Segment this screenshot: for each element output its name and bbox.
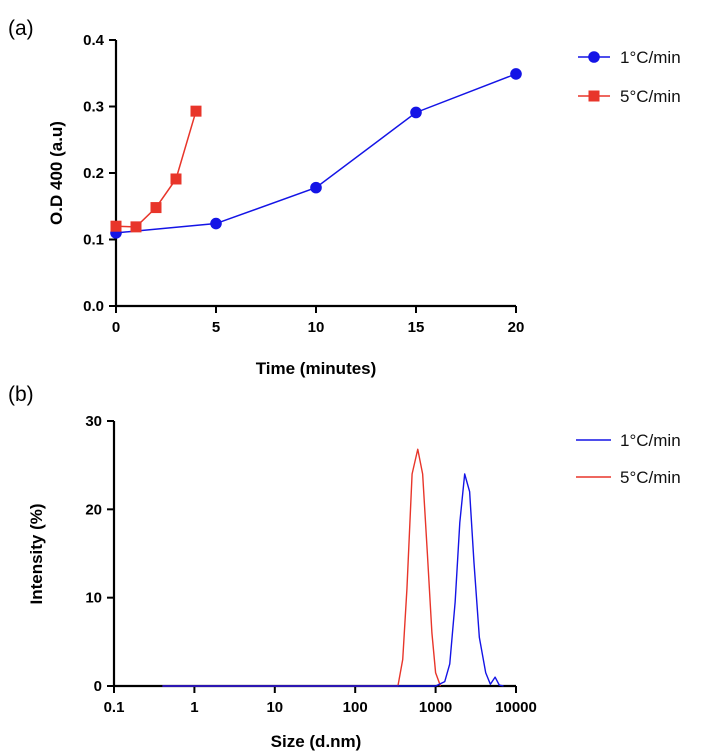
panel-b-x-tick-label: 0.1 bbox=[104, 699, 125, 716]
panel-b-y-tick-label: 0 bbox=[94, 678, 102, 695]
panel-b-series-5c-line bbox=[162, 448, 442, 687]
panel-b: (b) 0.1 1 10 100 1000 10000 0 10 20 30 Size (d.nm… bbox=[8, 383, 681, 751]
panel-b-x-axis-title: Size (d.nm) bbox=[271, 732, 362, 751]
panel-a-legend: 1°C/min 5°C/min bbox=[578, 48, 681, 106]
panel-a-x-tick-label: 20 bbox=[508, 319, 525, 336]
panel-a-y-axis-title: O.D 400 (a.u) bbox=[47, 121, 66, 225]
panel-a-series-1c-point bbox=[510, 68, 522, 80]
panel-a-series-5c-point bbox=[150, 202, 162, 214]
panel-b-x-tick-label: 100 bbox=[343, 699, 368, 716]
panel-b-y-tick-label: 20 bbox=[85, 501, 102, 518]
panel-a-x-tick-label: 0 bbox=[112, 319, 120, 336]
panel-a-y-tick-label: 0.2 bbox=[83, 165, 104, 182]
panel-a-series-5c-point bbox=[170, 173, 182, 185]
panel-a-series-1c-point bbox=[410, 106, 422, 119]
panel-a-legend-series-1c-marker bbox=[588, 51, 600, 63]
panel-a-y-tick-label: 0.1 bbox=[83, 232, 104, 249]
panel-b-y-tick-label: 10 bbox=[85, 590, 102, 607]
panel-b-y-axis-title: Intensity (%) bbox=[27, 503, 46, 604]
panel-b-legend: 1°C/min 5°C/min bbox=[576, 431, 681, 487]
panel-a-series-5c-point bbox=[110, 220, 122, 232]
panel-a-series-1c-point bbox=[310, 181, 322, 194]
panel-b-label: (b) bbox=[8, 383, 34, 406]
panel-b-legend-series-5c-label: 5°C/min bbox=[620, 468, 681, 487]
panel-a-x-axis-title: Time (minutes) bbox=[256, 359, 377, 378]
panel-a-series-5c-point bbox=[130, 221, 142, 233]
panel-a-axes: 0 5 10 15 20 0.0 0.1 0.2 0.3 0.4 bbox=[83, 32, 524, 336]
panel-a-y-tick-label: 0.0 bbox=[83, 298, 104, 315]
panel-b-x-tick-label: 1000 bbox=[419, 699, 452, 716]
panel-a-legend-series-5c-label: 5°C/min bbox=[620, 87, 681, 106]
panel-b-series-1c-line bbox=[162, 473, 504, 687]
panel-b-marks bbox=[162, 448, 504, 687]
panel-a-marks bbox=[110, 68, 522, 239]
panel-a-legend-series-1c-label: 1°C/min bbox=[620, 48, 681, 67]
panel-b-legend-series-1c-label: 1°C/min bbox=[620, 431, 681, 450]
panel-b-axes: 0.1 1 10 100 1000 10000 0 10 20 30 bbox=[85, 413, 537, 716]
panel-a-series-5c-point bbox=[190, 105, 202, 117]
panel-a-label: (a) bbox=[8, 17, 34, 40]
panel-b-y-tick-label: 30 bbox=[85, 413, 102, 430]
panel-b-x-tick-label: 10000 bbox=[495, 699, 537, 716]
panel-a-legend-series-5c-marker bbox=[588, 90, 600, 102]
panel-a-x-tick-label: 10 bbox=[308, 319, 325, 336]
panel-b-x-tick-label: 1 bbox=[190, 699, 198, 716]
panel-a-y-tick-label: 0.4 bbox=[83, 32, 105, 49]
panel-a-y-tick-label: 0.3 bbox=[83, 99, 104, 116]
panel-a: (a) 0 5 10 15 20 0.0 0.1 0.2 0.3 0.4 Time (minute… bbox=[8, 17, 681, 378]
panel-a-series-1c-line bbox=[115, 73, 517, 234]
panel-a-x-tick-label: 5 bbox=[212, 319, 220, 336]
panel-a-series-1c-point bbox=[210, 217, 222, 230]
panel-a-x-tick-label: 15 bbox=[408, 319, 425, 336]
panel-b-x-tick-label: 10 bbox=[266, 699, 283, 716]
